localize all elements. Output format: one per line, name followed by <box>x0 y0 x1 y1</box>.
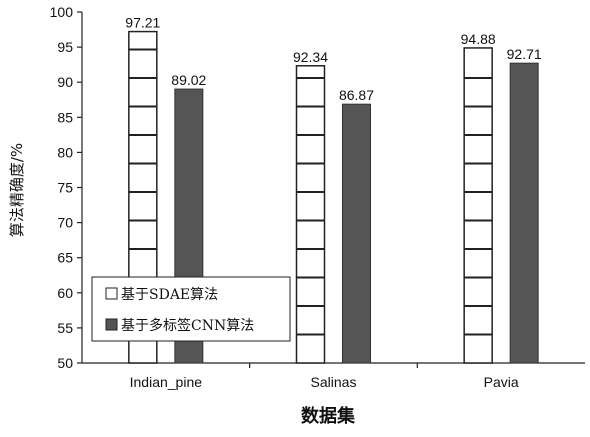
y-axis-title: 算法精确度/% <box>8 143 26 237</box>
y-tick-label: 60 <box>57 285 73 301</box>
y-tick-label: 95 <box>57 39 73 55</box>
bar-sdae-body <box>295 65 326 364</box>
y-tick-label: 100 <box>50 4 74 20</box>
bar-sdae-body <box>463 47 493 364</box>
data-label: 86.87 <box>339 87 374 103</box>
data-label: 97.21 <box>125 15 160 31</box>
bar-cnn <box>342 103 371 364</box>
legend-swatch-cnn <box>105 318 118 331</box>
y-tick-label: 50 <box>57 355 73 371</box>
y-tick-label: 75 <box>57 180 73 196</box>
bar-sdae <box>295 65 326 364</box>
bar-sdae <box>463 47 493 364</box>
legend: 基于SDAE算法 基于多标签CNN算法 <box>91 276 291 342</box>
y-tick-label: 55 <box>57 320 73 336</box>
legend-label-cnn: 基于多标签CNN算法 <box>121 317 254 334</box>
y-tick-label: 80 <box>57 144 73 160</box>
y-tick-label: 65 <box>57 250 73 266</box>
data-label: 89.02 <box>171 72 206 88</box>
x-tick-label: Salinas <box>311 374 357 390</box>
data-label: 94.88 <box>461 31 496 47</box>
x-axis-title: 数据集 <box>301 405 356 427</box>
data-label: 92.34 <box>293 49 328 65</box>
x-tick-label: Indian_pine <box>130 374 203 390</box>
y-tick-label: 70 <box>57 215 73 231</box>
y-tick-label: 85 <box>57 109 73 125</box>
bar-cnn <box>509 62 539 364</box>
data-label: 92.71 <box>507 46 542 62</box>
legend-swatch-sdae <box>105 287 118 300</box>
legend-label-sdae: 基于SDAE算法 <box>121 286 218 303</box>
x-tick-label: Pavia <box>484 374 519 390</box>
y-tick-label: 90 <box>57 74 73 90</box>
